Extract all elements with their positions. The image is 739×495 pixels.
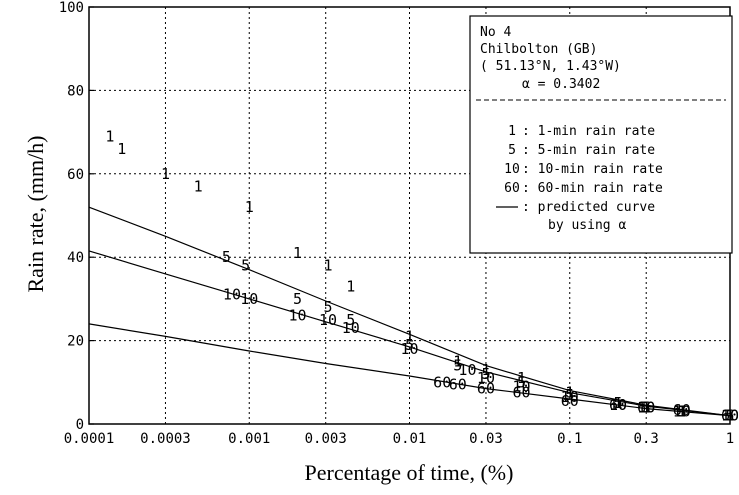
data-marker-10: 10 [223, 286, 241, 304]
data-marker-1: 1 [245, 198, 254, 216]
x-tick-label: 0.01 [393, 431, 427, 447]
data-marker-5: 5 [346, 311, 355, 329]
x-axis-label: Percentage of time, (%) [305, 460, 514, 485]
x-tick-label: 0.0001 [64, 431, 115, 447]
data-marker-60: 60 [477, 380, 495, 398]
data-marker-1: 1 [293, 244, 302, 262]
data-marker-1: 1 [323, 257, 332, 275]
x-tick-label: 0.003 [305, 431, 347, 447]
legend-marker-5: 5 [508, 143, 516, 158]
x-tick-label: 0.1 [557, 431, 582, 447]
legend: No 4 Chilbolton (GB) ( 51.13°N, 1.43°W) … [469, 15, 733, 254]
data-marker-60: 60 [609, 396, 627, 414]
data-marker-5: 5 [677, 402, 686, 420]
data-marker-10: 10 [512, 377, 530, 395]
data-marker-5: 5 [453, 357, 462, 375]
y-tick-label: 80 [67, 83, 84, 99]
data-marker-1: 1 [481, 361, 490, 379]
legend-label-predicted: : predicted curve [522, 200, 655, 215]
y-tick-label: 20 [67, 334, 84, 350]
data-marker-5: 5 [613, 394, 622, 412]
data-marker-5: 5 [405, 336, 414, 354]
data-marker-10: 10 [458, 361, 476, 379]
legend-marker-10: 10 [504, 162, 520, 177]
data-marker-1: 1 [405, 327, 414, 345]
grid-lines [89, 7, 730, 424]
x-tick-label: 0.3 [634, 431, 659, 447]
legend-marker-1: 1 [508, 124, 516, 139]
data-marker-5: 5 [642, 398, 651, 416]
data-marker-1: 1 [613, 394, 622, 412]
x-tick-label: 0.0003 [140, 431, 191, 447]
data-marker-10: 10 [561, 388, 579, 406]
data-marker-10: 10 [319, 311, 337, 329]
data-marker-60: 60 [561, 392, 579, 410]
data-marker-5: 5 [517, 373, 526, 391]
x-tick-label: 1 [726, 431, 734, 447]
data-marker-60: 60 [637, 398, 655, 416]
legend-label-1min: : 1-min rain rate [522, 124, 655, 139]
data-marker-10: 10 [240, 290, 258, 308]
legend-box [469, 15, 733, 254]
data-marker-10: 10 [609, 396, 627, 414]
data-marker-5: 5 [293, 290, 302, 308]
data-marker-10: 10 [673, 402, 691, 420]
data-marker-5: 5 [323, 298, 332, 316]
axis-ticks: 0.0001 0.0003 0.001 0.003 0.01 0.03 0.1 0.3 1020… [59, 0, 735, 447]
legend-label-using-alpha: by using α [548, 218, 626, 233]
x-tick-label: 0.001 [228, 431, 270, 447]
data-marker-1: 1 [161, 165, 170, 183]
y-tick-label: 60 [67, 167, 84, 183]
legend-coordinates: ( 51.13°N, 1.43°W) [480, 59, 621, 74]
data-marker-10: 10 [400, 340, 418, 358]
data-marker-10: 10 [637, 398, 655, 416]
data-marker-1: 1 [194, 177, 203, 195]
y-tick-label: 0 [76, 417, 84, 433]
legend-station-no: No 4 [480, 25, 511, 40]
data-marker-5: 5 [481, 365, 490, 383]
data-marker-1: 1 [677, 402, 686, 420]
data-marker-60: 60 [512, 384, 530, 402]
predicted-curve [88, 323, 731, 417]
legend-alpha-value: α = 0.3402 [522, 77, 600, 92]
data-marker-1: 1 [453, 352, 462, 370]
data-marker-60: 60 [449, 375, 467, 393]
data-marker-1: 1 [517, 369, 526, 387]
data-marker-10: 10 [342, 319, 360, 337]
data-marker-5: 5 [241, 257, 250, 275]
data-marker-1: 1 [117, 140, 126, 158]
data-marker-5: 5 [222, 248, 231, 266]
predicted-curves [88, 206, 731, 417]
data-marker-5: 5 [565, 386, 574, 404]
legend-marker-60: 60 [504, 181, 520, 196]
data-marker-1: 1 [642, 398, 651, 416]
data-marker-10: 10 [288, 307, 306, 325]
data-marker-60: 60 [673, 401, 691, 419]
data-marker-1: 1 [105, 127, 114, 145]
predicted-curve [88, 250, 731, 417]
y-tick-label: 40 [67, 250, 84, 266]
legend-label-5min: : 5-min rain rate [522, 143, 655, 158]
data-marker-1: 1 [565, 384, 574, 402]
legend-station-name: Chilbolton (GB) [480, 42, 597, 57]
y-axis-label: Rain rate, (mm/h) [23, 135, 48, 292]
data-marker-60: 60 [433, 373, 451, 391]
legend-label-10min: : 10-min rain rate [522, 162, 663, 177]
legend-label-60min: : 60-min rain rate [522, 181, 663, 196]
predicted-curve [88, 206, 731, 417]
x-tick-label: 0.03 [469, 431, 503, 447]
y-tick-label: 100 [59, 0, 84, 16]
data-marker-10: 10 [477, 369, 495, 387]
data-marker-1: 1 [346, 277, 355, 295]
